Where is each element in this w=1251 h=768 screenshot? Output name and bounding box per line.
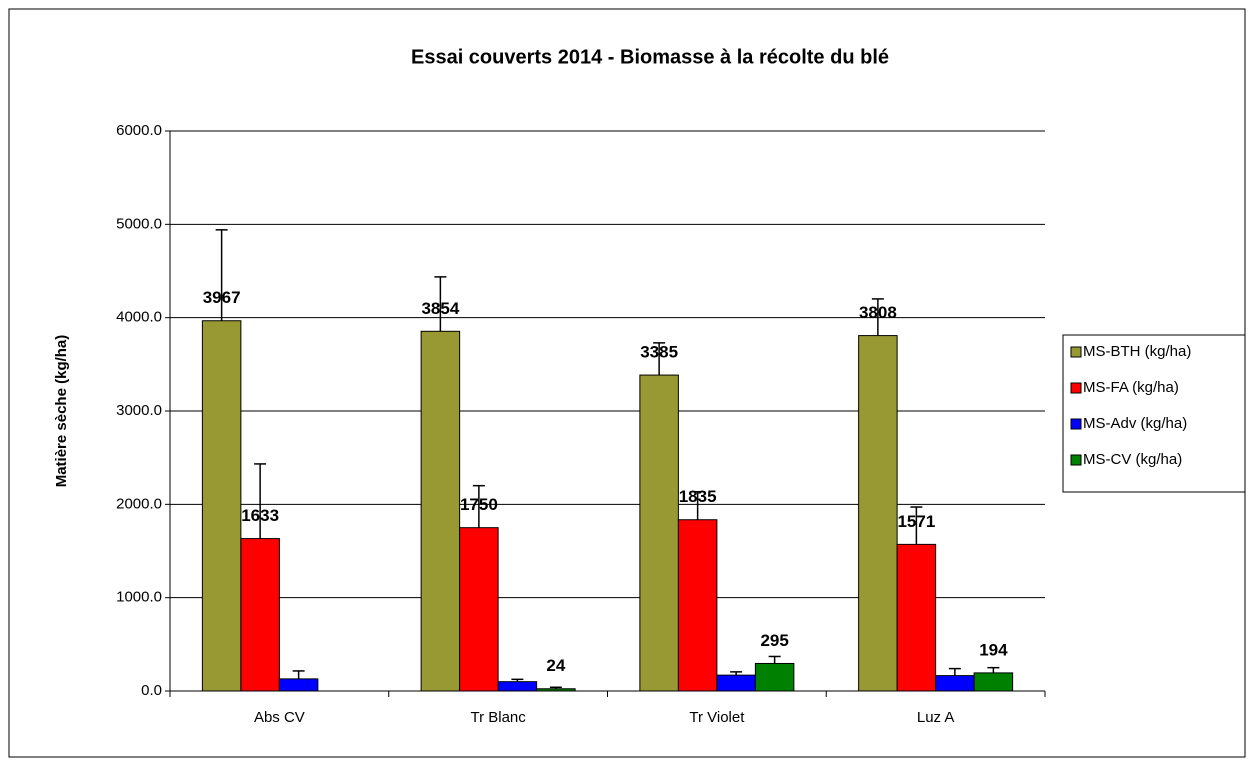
data-label: 3808 — [859, 303, 897, 322]
chart-title: Essai couverts 2014 - Biomasse à la réco… — [411, 46, 889, 68]
bar — [858, 335, 898, 692]
legend-swatch — [1070, 382, 1082, 394]
y-tick-label: 3000.0 — [116, 402, 162, 419]
bar — [201, 320, 242, 692]
data-label: 1750 — [460, 495, 498, 514]
bar — [973, 672, 1014, 692]
bar — [278, 678, 319, 692]
x-tick-label: Abs CV — [254, 709, 305, 726]
x-tick-label: Luz A — [917, 709, 955, 726]
data-label: 1633 — [241, 506, 279, 525]
data-label: 3385 — [640, 343, 678, 362]
y-axis-label: Matière sèche (kg/ha) — [53, 335, 70, 488]
y-tick-label: 0.0 — [141, 682, 162, 699]
legend-box — [1062, 334, 1246, 493]
data-label: 3854 — [421, 299, 459, 318]
bar — [677, 519, 718, 692]
legend-swatch — [1070, 418, 1082, 430]
data-label: 1571 — [897, 512, 935, 531]
bar — [240, 538, 280, 692]
bar — [639, 374, 679, 692]
x-tick-label: Tr Violet — [689, 709, 745, 726]
bar — [420, 330, 461, 692]
y-tick-label: 2000.0 — [116, 495, 162, 512]
bar — [459, 527, 499, 692]
legend-swatch — [1070, 454, 1082, 466]
legend-label: MS-CV (kg/ha) — [1083, 451, 1182, 468]
y-tick-label: 1000.0 — [116, 589, 162, 606]
data-label: 194 — [979, 640, 1008, 659]
bar — [754, 662, 795, 692]
bar — [536, 688, 576, 692]
bar — [935, 675, 975, 692]
data-label: 24 — [546, 656, 565, 675]
legend-label: MS-FA (kg/ha) — [1083, 379, 1179, 396]
legend-swatch — [1070, 346, 1082, 358]
legend-label: MS-Adv (kg/ha) — [1083, 415, 1187, 432]
data-label: 3967 — [203, 288, 241, 307]
y-tick-label: 5000.0 — [116, 215, 162, 232]
bar — [716, 674, 756, 692]
bar — [896, 543, 937, 692]
data-label: 1835 — [679, 487, 717, 506]
y-tick-label: 4000.0 — [116, 309, 162, 326]
x-tick-label: Tr Blanc — [470, 709, 526, 726]
y-tick-label: 6000.0 — [116, 122, 162, 139]
data-label: 295 — [760, 631, 788, 650]
legend-label: MS-BTH (kg/ha) — [1083, 343, 1191, 360]
bar — [497, 681, 538, 692]
